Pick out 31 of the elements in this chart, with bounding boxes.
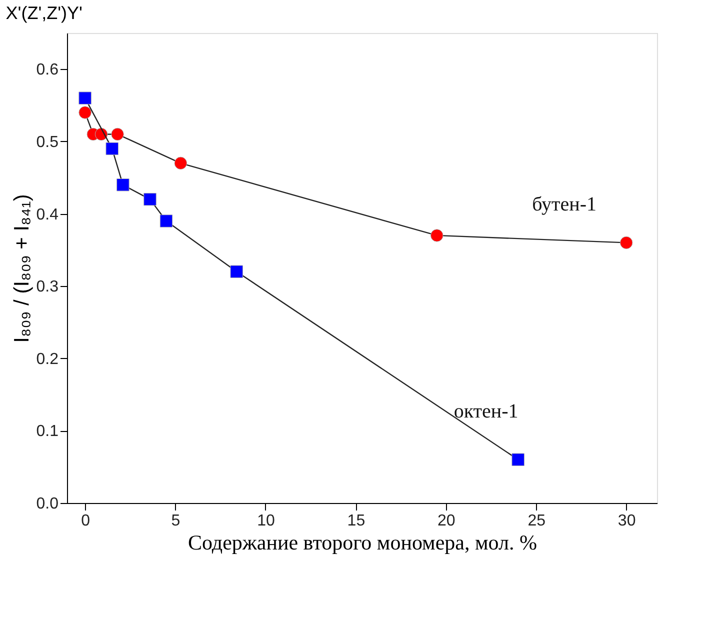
point	[512, 453, 524, 466]
x-tick-label: 5	[171, 512, 180, 530]
point	[111, 128, 124, 141]
chart-title: X'(Z',Z')Y'	[6, 3, 83, 23]
y-tick-label: 0.5	[36, 134, 59, 151]
x-tick-label: 15	[347, 512, 366, 530]
y-tick-label: 0.4	[36, 206, 59, 224]
x-axis-title: Содержание второго мономера, мол. %	[188, 530, 537, 554]
point	[116, 178, 130, 192]
y-axis-title: I₈₀₉ / (I₈₀₉ + I₈₄₁)	[10, 194, 34, 343]
x-tick-label: 20	[438, 512, 456, 530]
point	[144, 192, 156, 206]
point	[230, 265, 243, 278]
series-label: октен-1	[454, 400, 518, 423]
point	[174, 156, 188, 170]
y-tick-label: 0.3	[36, 278, 59, 296]
point	[106, 142, 118, 156]
y-tick-label: 0.1	[36, 423, 59, 440]
point	[620, 236, 633, 250]
y-tick-label: 0.0	[36, 496, 59, 512]
y-tick-label: 0.6	[36, 62, 59, 79]
point	[78, 92, 92, 104]
x-tick-label: 10	[257, 512, 275, 530]
point	[78, 106, 92, 119]
point	[430, 229, 444, 242]
series-label: бутен-1	[532, 194, 597, 216]
point	[160, 214, 173, 228]
x-tick-label: 25	[528, 512, 546, 530]
x-tick-label: 0	[81, 512, 90, 530]
x-tick-label: 30	[618, 512, 636, 530]
y-tick-label: 0.2	[36, 350, 59, 368]
